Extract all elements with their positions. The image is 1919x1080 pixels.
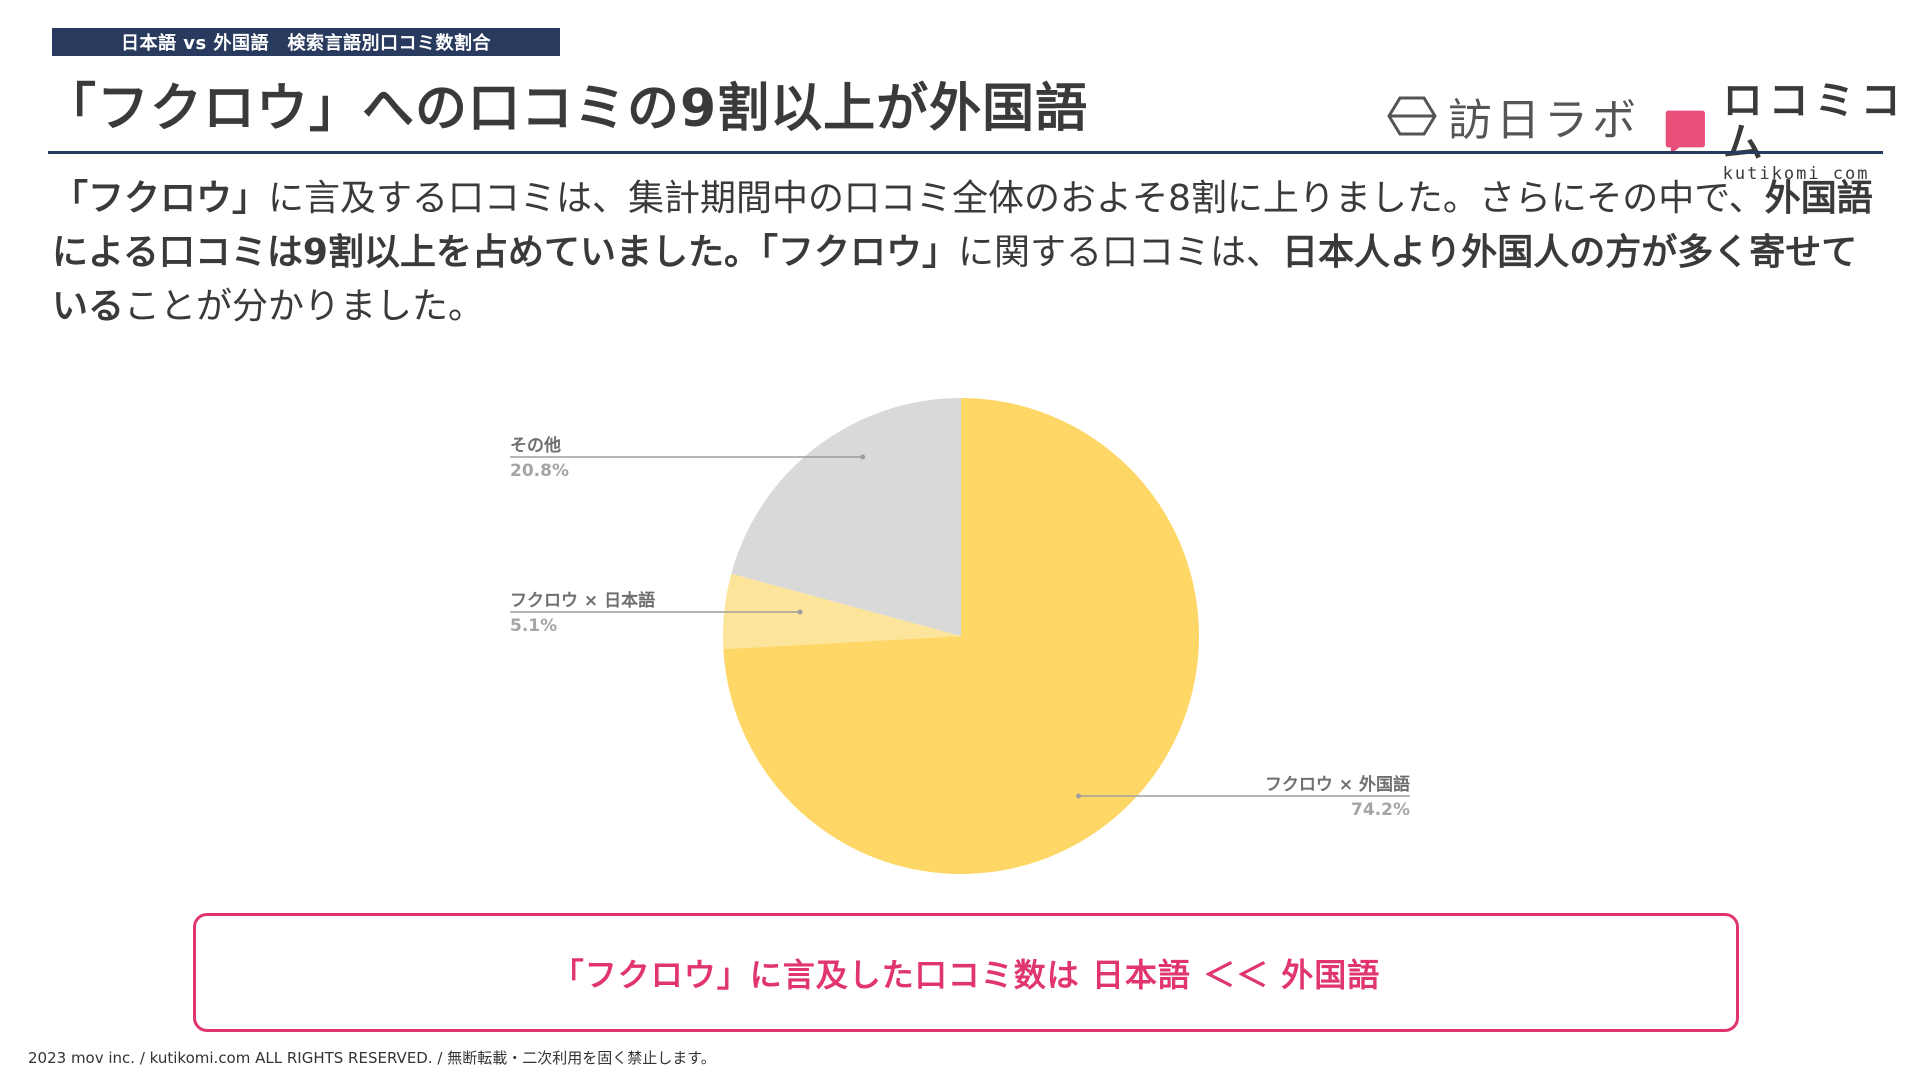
body-emphasis: 「フクロウ」 — [52, 178, 269, 219]
kuchikomi-com-wordmark: ロコミコム — [1722, 78, 1907, 166]
leader-dot — [860, 454, 866, 460]
page-title: 「フクロウ」への口コミの9割以上が外国語 — [44, 79, 1089, 139]
speech-bubble-logo-icon — [1665, 110, 1705, 155]
body-emphasis: 外国語による口コミは9割以上を占めていました。 — [52, 178, 1873, 273]
summary-paragraph: 「フクロウ」に言及する口コミは、集計期間中の口コミ全体のおよそ8割に上りました。… — [52, 172, 1882, 334]
slice-value-label: 20.8% — [510, 461, 569, 481]
hounichi-lab-logo: 訪日ラボ — [1386, 84, 1640, 148]
leader-dot — [1076, 793, 1082, 799]
header-divider — [48, 151, 1883, 154]
conclusion-callout: 「フクロウ」に言及した口コミ数は 日本語 ＜＜ 外国語 — [193, 913, 1739, 1032]
copyright-footer: 2023 mov inc. / kutikomi.com ALL RIGHTS … — [28, 1049, 716, 1067]
slice-label: フクロウ × 日本語 — [510, 590, 655, 611]
kuchikomi-com-subtext: kutikomi com — [1722, 164, 1870, 184]
kuchikomi-com-logo: ロコミコム kutikomi com — [1664, 80, 1919, 184]
slice-value-label: 5.1% — [510, 616, 557, 636]
slice-value-label: 74.2% — [1351, 800, 1410, 820]
hexagon-logo-icon — [1387, 96, 1437, 136]
slice-label: その他 — [510, 435, 561, 456]
leader-dot — [797, 609, 803, 615]
section-tag: 日本語 vs 外国語 検索言語別口コミ数割合 — [52, 28, 560, 56]
body-emphasis: 「フクロウ」 — [759, 232, 958, 273]
body-text: に関する口コミは、 — [958, 232, 1283, 273]
hounichi-lab-wordmark: 訪日ラボ — [1448, 95, 1640, 146]
body-text: ことが分かりました。 — [124, 286, 485, 327]
pie-slice — [731, 398, 961, 636]
body-text: に言及する口コミは、集計期間中の口コミ全体のおよそ8割に上りました。さらにその中… — [268, 178, 1765, 219]
conclusion-text: 「フクロウ」に言及した口コミ数は 日本語 ＜＜ 外国語 — [551, 955, 1381, 994]
slice-label: フクロウ × 外国語 — [1265, 774, 1410, 795]
body-emphasis: 日本人より外国人の方が多く寄せている — [52, 232, 1858, 327]
pie-slice — [723, 398, 1200, 874]
pie-slice — [723, 573, 961, 650]
